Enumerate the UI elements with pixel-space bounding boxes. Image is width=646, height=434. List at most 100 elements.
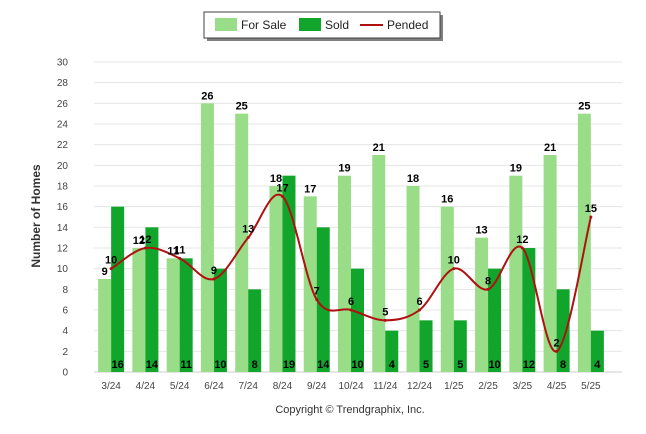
bar-for-sale	[98, 279, 112, 372]
pended-point	[486, 287, 490, 291]
y-tick-label: 2	[62, 347, 68, 358]
legend: For Sale Sold Pended	[203, 11, 443, 41]
pended-series-path	[110, 193, 592, 353]
label-sold: 5	[423, 359, 429, 371]
y-tick-label: 12	[57, 244, 69, 255]
y-tick-label: 24	[57, 120, 69, 131]
label-for-sale: 25	[578, 101, 590, 113]
label-for-sale: 19	[510, 163, 522, 175]
label-pended: 15	[585, 203, 597, 215]
x-tick-label: 5/24	[170, 381, 190, 392]
x-axis-ticks: 3/24 4/24 5/24 6/24 7/24 8/24 9/24 10/24 11/24 12…	[101, 381, 601, 392]
y-tick-label: 0	[62, 368, 68, 379]
bar-for-sale	[200, 103, 214, 372]
pended-point	[109, 267, 113, 271]
label-for-sale: 25	[236, 101, 248, 113]
label-sold: 14	[317, 359, 330, 371]
label-sold: 4	[389, 359, 396, 371]
bar-for-sale	[440, 206, 454, 372]
y-tick-label: 22	[57, 140, 69, 151]
pended-point	[349, 308, 353, 312]
label-sold: 12	[523, 359, 535, 371]
y-tick-label: 20	[57, 161, 69, 172]
label-pended: 7	[314, 286, 320, 298]
label-sold: 4	[594, 359, 601, 371]
x-tick-label: 3/24	[101, 381, 121, 392]
label-pended: 17	[276, 182, 288, 194]
pended-point	[178, 256, 182, 260]
label-sold: 16	[112, 359, 124, 371]
label-pended: 8	[485, 275, 491, 287]
x-tick-label: 2/25	[478, 381, 498, 392]
bar-sold	[488, 268, 502, 372]
bar-sold	[522, 248, 536, 372]
y-tick-label: 14	[57, 223, 69, 234]
label-pended: 6	[348, 296, 354, 308]
label-for-sale: 19	[338, 163, 350, 175]
bar-for-sale	[543, 155, 557, 372]
x-tick-label: 8/24	[273, 381, 293, 392]
data-labels: 9161214111126102581819171419102141851651…	[102, 90, 602, 371]
y-tick-label: 16	[57, 202, 69, 213]
label-for-sale: 13	[475, 225, 487, 237]
bar-sold	[282, 175, 296, 372]
y-tick-label: 30	[57, 58, 69, 69]
x-tick-label: 3/25	[513, 381, 533, 392]
label-pended: 13	[242, 224, 254, 236]
x-tick-label: 7/24	[238, 381, 258, 392]
bar-for-sale	[132, 248, 146, 372]
x-tick-label: 5/25	[581, 381, 601, 392]
y-tick-label: 26	[57, 99, 69, 110]
label-sold: 14	[146, 359, 159, 371]
x-tick-label: 4/24	[136, 381, 156, 392]
pended-point	[246, 236, 250, 240]
label-for-sale: 21	[544, 142, 556, 154]
bar-sold	[556, 289, 570, 372]
x-tick-label: 12/24	[407, 381, 432, 392]
label-pended: 10	[448, 255, 460, 267]
legend-swatch-sold	[299, 18, 321, 31]
y-tick-label: 18	[57, 182, 69, 193]
bar-sold	[179, 258, 193, 372]
legend-label-sold: Sold	[325, 18, 349, 32]
bar-sold	[385, 330, 399, 372]
bars	[98, 103, 604, 373]
bar-for-sale	[509, 175, 523, 372]
pended-point	[280, 194, 284, 198]
bar-for-sale	[166, 258, 180, 372]
y-axis-label: Number of Homes	[29, 164, 43, 268]
x-tick-label: 11/24	[373, 381, 398, 392]
bar-for-sale	[577, 113, 591, 373]
bar-for-sale	[475, 237, 489, 372]
pended-point	[589, 215, 593, 219]
label-sold: 8	[560, 359, 566, 371]
label-pended: 11	[174, 244, 186, 256]
pended-point	[143, 246, 147, 250]
pended-point	[315, 298, 319, 302]
legend-label-pended: Pended	[387, 18, 428, 32]
label-sold: 5	[457, 359, 463, 371]
legend-label-for-sale: For Sale	[241, 18, 287, 32]
copyright-footer: Copyright © Trendgraphix, Inc.	[275, 404, 424, 416]
pended-point	[418, 308, 422, 312]
y-tick-label: 8	[62, 285, 68, 296]
y-tick-label: 10	[57, 264, 69, 275]
pended-point	[555, 349, 559, 353]
label-pended: 9	[211, 265, 217, 277]
bar-sold	[213, 268, 227, 372]
x-tick-label: 9/24	[307, 381, 327, 392]
label-for-sale: 21	[373, 142, 385, 154]
label-for-sale: 18	[407, 173, 419, 185]
label-for-sale: 9	[102, 266, 108, 278]
pended-point	[520, 246, 524, 250]
x-tick-label: 6/24	[204, 381, 224, 392]
label-for-sale: 17	[304, 183, 316, 195]
label-pended: 12	[516, 234, 528, 246]
bar-for-sale	[235, 113, 249, 373]
x-tick-label: 10/24	[338, 381, 363, 392]
legend-swatch-for-sale	[215, 18, 237, 31]
bar-for-sale	[372, 155, 386, 372]
label-pended: 12	[139, 234, 151, 246]
